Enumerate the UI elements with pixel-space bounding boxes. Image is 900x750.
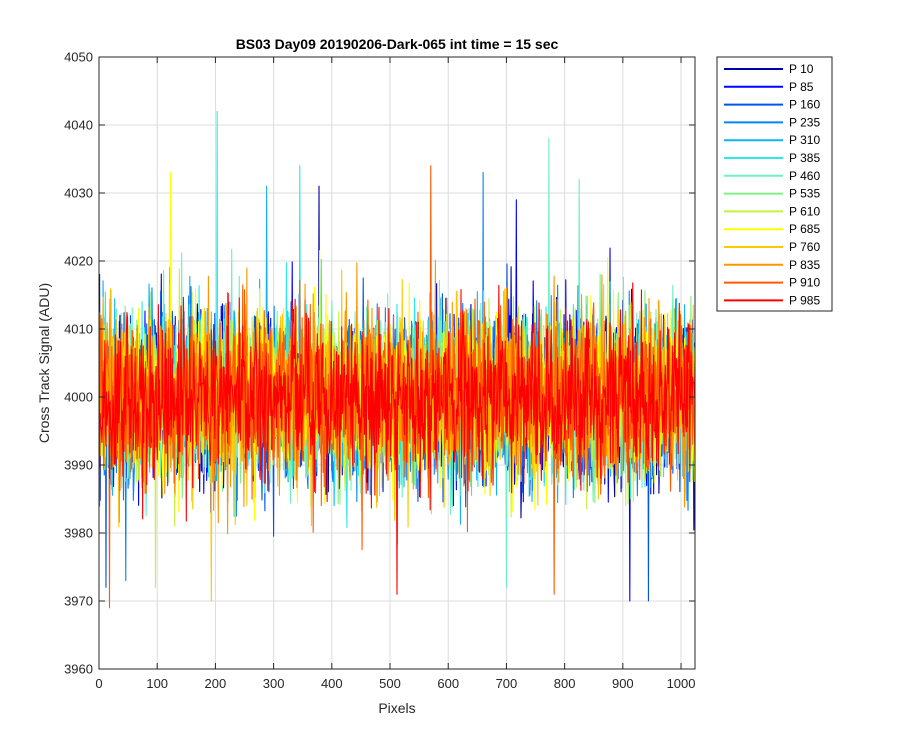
legend-entry: P 385 — [789, 151, 820, 165]
axis-ticks: 0 100 200 300 400 500 600 700 800 900 1000 3960 3970… — [64, 50, 695, 692]
legend-entry: P 610 — [789, 204, 820, 218]
x-tick-label: 800 — [554, 676, 576, 691]
y-axis-label: Cross Track Signal (ADU) — [36, 283, 52, 443]
series-layer — [99, 110, 695, 609]
y-tick-label: 4020 — [64, 254, 93, 269]
legend-entry: P 310 — [789, 133, 820, 147]
y-tick-label: 3970 — [64, 594, 93, 609]
y-tick-label: 4040 — [64, 118, 93, 133]
x-tick-label: 500 — [379, 676, 401, 691]
x-tick-label: 600 — [437, 676, 459, 691]
x-tick-label: 300 — [263, 676, 285, 691]
legend-entry: P 835 — [789, 258, 820, 272]
x-tick-label: 900 — [612, 676, 634, 691]
legend-entry: P 685 — [789, 222, 820, 236]
y-tick-label: 4050 — [64, 50, 93, 65]
plot-frame — [98, 56, 696, 670]
y-tick-label: 4010 — [64, 322, 93, 337]
y-tick-label: 4030 — [64, 186, 93, 201]
legend-entry: P 535 — [789, 187, 820, 201]
x-tick-label: 200 — [205, 676, 227, 691]
y-tick-label: 3990 — [64, 458, 93, 473]
y-tick-label: 4000 — [64, 390, 93, 405]
x-tick-label: 400 — [321, 676, 343, 691]
legend: P 10 P 85 P 160 P 235 P 310 P 385 P 460 P 535 P … — [716, 56, 833, 312]
legend-entry: P 985 — [789, 293, 820, 307]
x-axis-label: Pixels — [378, 700, 415, 716]
x-tick-label: 0 — [95, 676, 102, 691]
chart-title: BS03 Day09 20190206-Dark-065 int time = … — [236, 36, 559, 52]
y-tick-label: 3980 — [64, 526, 93, 541]
legend-entry: P 10 — [789, 62, 814, 76]
legend-entry: P 160 — [789, 98, 820, 112]
y-tick-label: 3960 — [64, 662, 93, 677]
legend-entry: P 910 — [789, 276, 820, 290]
x-tick-label: 700 — [496, 676, 518, 691]
x-tick-label: 1000 — [667, 676, 696, 691]
legend-entry: P 460 — [789, 169, 820, 183]
legend-entry: P 85 — [789, 80, 814, 94]
legend-entry: P 235 — [789, 115, 820, 129]
legend-entry: P 760 — [789, 240, 820, 254]
x-tick-label: 100 — [146, 676, 168, 691]
legend-box — [716, 56, 833, 312]
series-line — [99, 282, 695, 595]
